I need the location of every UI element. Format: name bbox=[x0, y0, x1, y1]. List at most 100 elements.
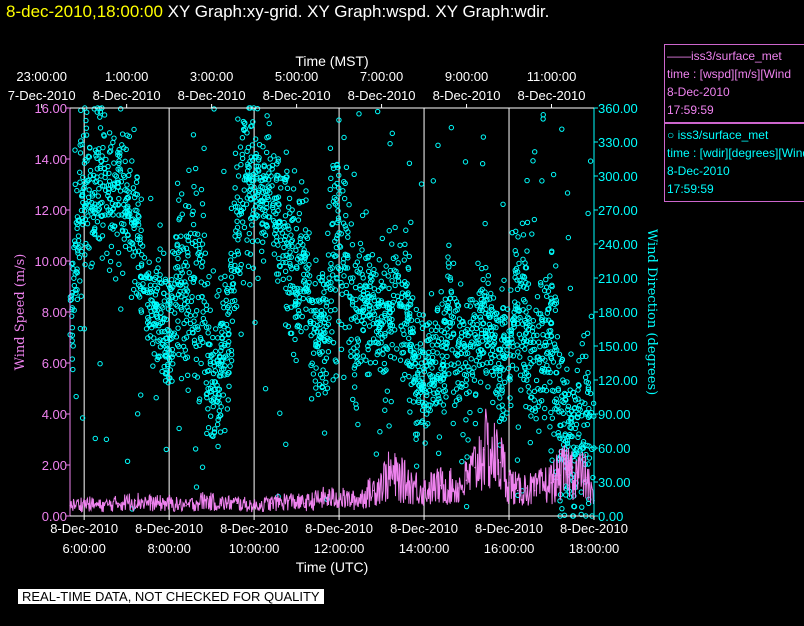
wdir-point bbox=[79, 215, 86, 222]
wdir-point bbox=[196, 342, 203, 348]
wdir-point bbox=[201, 369, 208, 375]
wdir-point bbox=[497, 376, 503, 383]
wdir-point bbox=[293, 357, 299, 364]
wdir-point bbox=[405, 294, 411, 300]
wdir-point bbox=[522, 346, 528, 352]
wdir-point bbox=[155, 257, 162, 263]
wdir-point bbox=[341, 195, 348, 202]
wdir-point bbox=[128, 217, 135, 223]
wdir-point bbox=[167, 367, 174, 373]
wdir-point bbox=[399, 342, 405, 348]
wdir-point bbox=[328, 279, 334, 286]
wdir-point bbox=[175, 325, 181, 331]
wdir-point bbox=[287, 210, 293, 216]
wdir-point bbox=[161, 298, 168, 304]
wdir-point bbox=[101, 112, 108, 118]
wdir-point bbox=[150, 363, 156, 369]
wdir-point bbox=[548, 354, 554, 360]
wdir-point bbox=[355, 308, 362, 315]
wdir-point bbox=[247, 186, 254, 193]
wdir-point bbox=[186, 269, 192, 276]
wdir-point bbox=[199, 201, 206, 207]
wdir-point bbox=[174, 243, 180, 249]
wdir-point bbox=[77, 150, 84, 156]
wdir-point bbox=[567, 387, 573, 393]
wdir-point bbox=[163, 346, 170, 352]
wdir-point bbox=[540, 318, 546, 324]
wdir-point bbox=[134, 174, 140, 180]
bottom-tick-time: 10:00:00 bbox=[229, 541, 280, 556]
wdir-point bbox=[376, 257, 383, 263]
wdir-point bbox=[199, 320, 205, 327]
wdir-point bbox=[510, 353, 517, 359]
wdir-point bbox=[212, 348, 219, 355]
wdir-point bbox=[303, 286, 309, 292]
wdir-point bbox=[206, 273, 212, 280]
wdir-point bbox=[204, 280, 211, 287]
wdir-point bbox=[198, 186, 205, 193]
wdir-point bbox=[231, 252, 238, 259]
wdir-point bbox=[258, 248, 265, 255]
wdir-point bbox=[343, 164, 350, 170]
wdir-point bbox=[346, 339, 352, 345]
wdir-point bbox=[109, 200, 116, 207]
wdir-point bbox=[254, 176, 260, 182]
wdir-point bbox=[146, 322, 152, 328]
legend-title: iss3/surface_met bbox=[677, 128, 769, 142]
wdir-point bbox=[480, 276, 486, 283]
wdir-point bbox=[445, 300, 451, 306]
wdir-point bbox=[169, 249, 176, 255]
wdir-point bbox=[515, 306, 521, 313]
wdir-point bbox=[402, 282, 409, 289]
wdir-point bbox=[212, 326, 219, 332]
wdir-point bbox=[107, 182, 114, 188]
wdir-point bbox=[259, 230, 265, 236]
top-tick-time: 5:00:00 bbox=[275, 69, 318, 84]
wdir-point bbox=[178, 233, 184, 239]
wdir-point bbox=[176, 425, 182, 432]
wdir-point bbox=[410, 325, 416, 331]
wdir-point bbox=[330, 339, 337, 346]
wdir-point bbox=[325, 230, 331, 237]
wdir-point bbox=[531, 216, 538, 223]
wdir-point bbox=[210, 334, 216, 341]
wdir-point bbox=[262, 175, 269, 182]
wspd-point bbox=[287, 499, 289, 502]
wdir-point bbox=[508, 402, 514, 409]
wdir-point bbox=[579, 445, 586, 451]
wdir-point bbox=[211, 106, 217, 112]
wdir-point bbox=[415, 399, 422, 405]
wspd-point bbox=[491, 454, 493, 456]
wdir-point bbox=[232, 150, 239, 156]
wdir-point bbox=[477, 407, 483, 414]
wdir-point bbox=[191, 183, 197, 190]
wdir-point bbox=[545, 369, 551, 375]
wdir-point bbox=[526, 389, 532, 395]
wdir-point bbox=[442, 296, 449, 302]
wdir-point bbox=[555, 403, 561, 409]
wdir-point bbox=[348, 348, 354, 354]
wdir-point bbox=[117, 106, 124, 112]
wdir-point bbox=[351, 365, 358, 371]
wdir-point bbox=[72, 147, 78, 153]
wdir-point bbox=[275, 278, 281, 284]
wdir-point bbox=[434, 305, 441, 311]
wdir-point bbox=[292, 336, 298, 343]
wdir-point bbox=[433, 400, 440, 406]
top-tick-time: 7:00:00 bbox=[360, 69, 403, 84]
wdir-point bbox=[133, 191, 139, 197]
wspd-point bbox=[151, 502, 153, 505]
wdir-point bbox=[222, 427, 228, 434]
wdir-point bbox=[249, 222, 255, 228]
wdir-point bbox=[421, 369, 428, 375]
wdir-point bbox=[370, 336, 377, 342]
wdir-point bbox=[345, 234, 351, 240]
wdir-point bbox=[493, 315, 499, 322]
wdir-point bbox=[533, 416, 539, 422]
wdir-point bbox=[95, 235, 102, 241]
wdir-point bbox=[450, 420, 456, 427]
wdir-point bbox=[541, 287, 548, 294]
wdir-point bbox=[224, 304, 231, 311]
wdir-point bbox=[187, 320, 194, 327]
wdir-point bbox=[289, 216, 296, 223]
